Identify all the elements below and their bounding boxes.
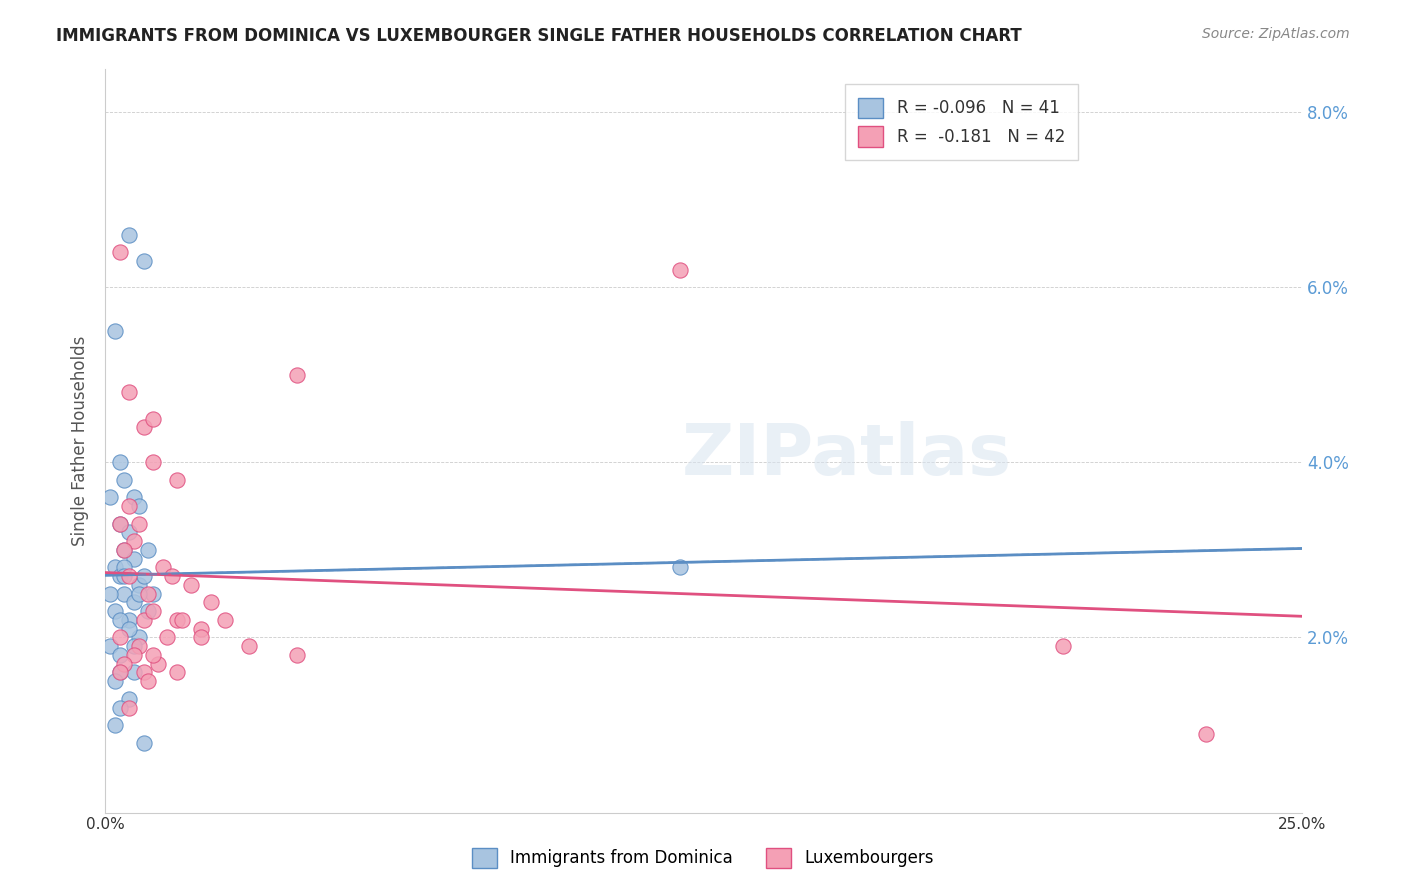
Point [108, 516, 131, 531]
Point [142, 648, 165, 662]
Point [122, 534, 145, 549]
Point [112, 657, 135, 671]
Point [170, 613, 193, 627]
Text: IMMIGRANTS FROM DOMINICA VS LUXEMBOURGER SINGLE FATHER HOUSEHOLDS CORRELATION CH: IMMIGRANTS FROM DOMINICA VS LUXEMBOURGER… [56, 27, 1022, 45]
Point [108, 665, 131, 680]
Point [132, 613, 155, 627]
Point [118, 569, 141, 583]
Point [132, 569, 155, 583]
Point [136, 604, 159, 618]
Point [190, 631, 212, 645]
Point [112, 569, 135, 583]
Point [104, 560, 127, 574]
Point [200, 595, 222, 609]
Point [136, 587, 159, 601]
Point [132, 735, 155, 749]
Point [108, 455, 131, 469]
Point [1195, 727, 1218, 741]
Point [142, 455, 165, 469]
Point [104, 674, 127, 689]
Point [108, 648, 131, 662]
Point [118, 499, 141, 513]
Point [668, 560, 690, 574]
Point [128, 587, 150, 601]
Point [156, 631, 179, 645]
Point [285, 648, 308, 662]
Point [118, 691, 141, 706]
Point [112, 587, 135, 601]
Point [668, 263, 690, 277]
Point [152, 560, 174, 574]
Point [166, 473, 188, 487]
Point [104, 718, 127, 732]
Y-axis label: Single Father Households: Single Father Households [72, 335, 89, 546]
Point [108, 665, 131, 680]
Point [104, 604, 127, 618]
Point [112, 560, 135, 574]
Point [142, 411, 165, 425]
Point [214, 613, 236, 627]
Point [98, 639, 121, 653]
Point [108, 569, 131, 583]
Point [238, 639, 260, 653]
Point [98, 491, 121, 505]
Text: Source: ZipAtlas.com: Source: ZipAtlas.com [1202, 27, 1350, 41]
Point [132, 665, 155, 680]
Point [118, 622, 141, 636]
Point [118, 385, 141, 400]
Point [166, 665, 188, 680]
Point [104, 324, 127, 338]
Point [108, 613, 131, 627]
Point [118, 525, 141, 540]
Legend: R = -0.096   N = 41, R =  -0.181   N = 42: R = -0.096 N = 41, R = -0.181 N = 42 [845, 84, 1078, 160]
Point [122, 551, 145, 566]
Point [118, 700, 141, 714]
Point [118, 227, 141, 242]
Point [190, 622, 212, 636]
Point [118, 613, 141, 627]
Point [136, 674, 159, 689]
Point [98, 587, 121, 601]
Point [108, 245, 131, 260]
Point [132, 420, 155, 434]
Point [122, 491, 145, 505]
Legend: Immigrants from Dominica, Luxembourgers: Immigrants from Dominica, Luxembourgers [465, 841, 941, 875]
Point [128, 639, 150, 653]
Point [122, 665, 145, 680]
Point [112, 543, 135, 558]
Point [108, 631, 131, 645]
Point [132, 254, 155, 268]
Point [180, 578, 202, 592]
Point [108, 516, 131, 531]
Text: ZIPatlas: ZIPatlas [682, 421, 1012, 490]
Point [142, 587, 165, 601]
Point [122, 595, 145, 609]
Point [128, 631, 150, 645]
Point [128, 516, 150, 531]
Point [136, 543, 159, 558]
Point [285, 368, 308, 382]
Point [122, 648, 145, 662]
Point [128, 578, 150, 592]
Point [142, 604, 165, 618]
Point [160, 569, 183, 583]
Point [128, 499, 150, 513]
Point [166, 613, 188, 627]
Point [122, 639, 145, 653]
Point [112, 543, 135, 558]
Point [108, 700, 131, 714]
Point [112, 473, 135, 487]
Point [1052, 639, 1074, 653]
Point [146, 657, 169, 671]
